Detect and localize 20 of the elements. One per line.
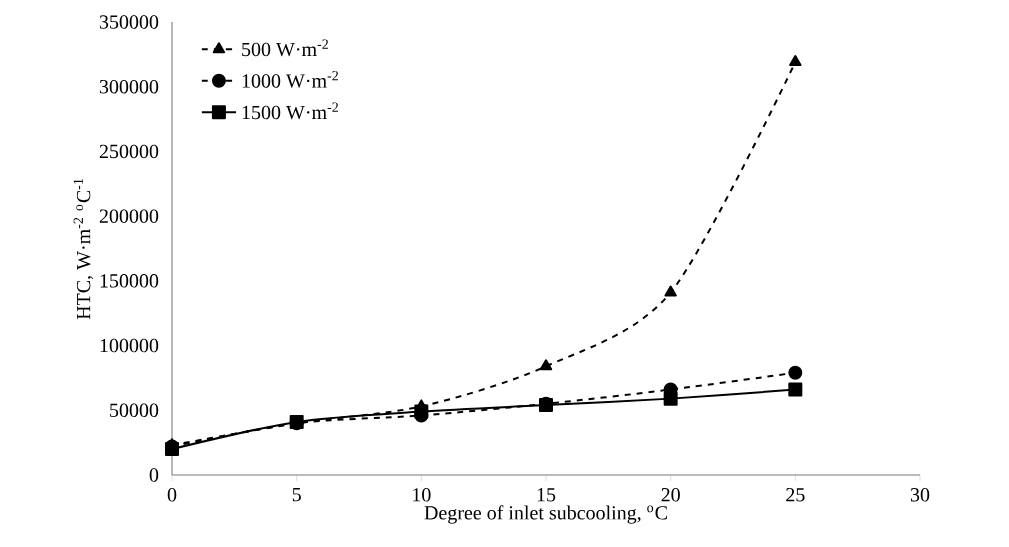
x-tick-label: 30: [910, 488, 930, 502]
y-tick-label: 350000: [99, 15, 159, 29]
y-tick-label: 100000: [100, 338, 159, 353]
x-tick-label: 5: [292, 488, 301, 502]
legend-label: 500 W·m$^{-2}$: [242, 39, 328, 57]
legend-label: 1500 W·m$^{-2}$: [242, 102, 338, 120]
legend-label: 1000 W·m$^{-2}$: [242, 71, 338, 88]
y-tick-label: 300000: [99, 79, 159, 94]
x-tick-label: 25: [786, 488, 805, 502]
y-tick-label: 200000: [99, 209, 159, 223]
x-tick-label: 10: [413, 488, 431, 502]
y-tick-label: 0: [149, 468, 159, 482]
y-tick-label: 150000: [100, 274, 159, 288]
y-axis-title: HTC, W·m$^{-2 o}$C$^{-1}$: [73, 178, 94, 320]
x-tick-label: 20: [661, 488, 680, 502]
y-tick-label: 250000: [99, 144, 159, 159]
x-tick-label: 15: [537, 488, 556, 502]
x-tick-label: 0: [167, 488, 177, 502]
x-axis-title: Degree of inlet subcooling, $^{o}$C: [424, 505, 667, 524]
y-tick-label: 50000: [110, 403, 159, 418]
